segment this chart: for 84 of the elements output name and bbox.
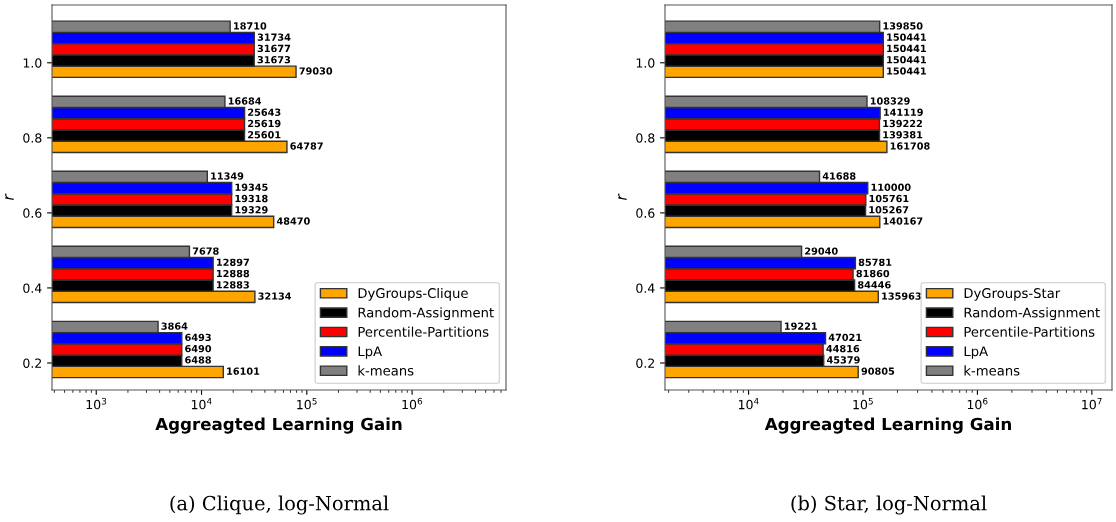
legend-label: LpA xyxy=(964,346,988,359)
data-label: 25643 xyxy=(248,108,281,116)
data-label: 150441 xyxy=(887,33,926,41)
data-label: 11349 xyxy=(211,172,244,180)
data-label: 12888 xyxy=(217,269,250,278)
y-tick-label: 0.2 xyxy=(23,358,42,368)
y-tick-label: 0.6 xyxy=(636,208,655,218)
data-label: 79030 xyxy=(299,67,333,75)
y-tick-label: 0.4 xyxy=(636,283,655,293)
legend-label: Percentile-Partitions xyxy=(964,326,1095,337)
data-label: 6488 xyxy=(185,356,211,364)
data-label: 16684 xyxy=(228,97,262,105)
data-label: 31734 xyxy=(257,33,291,41)
data-label: 25619 xyxy=(248,119,281,128)
data-label: 19318 xyxy=(235,194,268,203)
data-label: 32134 xyxy=(258,292,292,300)
data-label: 41688 xyxy=(822,172,856,180)
data-label: 64787 xyxy=(290,142,323,150)
data-label: 16101 xyxy=(227,367,260,375)
data-label: 110000 xyxy=(871,183,911,191)
text: (b) Star, log-Normal xyxy=(791,495,987,515)
data-label: 150441 xyxy=(887,44,926,53)
text: (a) Clique, log-Normal xyxy=(170,495,389,515)
x-axis-title: Aggreagted Learning Gain xyxy=(155,417,402,434)
data-label: 140167 xyxy=(883,217,923,225)
y-tick-label: 0.2 xyxy=(636,358,655,368)
data-label: 12897 xyxy=(217,258,249,266)
data-label: 44816 xyxy=(826,344,860,353)
data-label: 29040 xyxy=(805,247,838,255)
x-tick-label: 10$^{3}$ xyxy=(86,397,107,410)
data-label: 139850 xyxy=(883,22,923,30)
x-tick-label: 10$^{4}$ xyxy=(191,397,212,410)
data-label: 19329 xyxy=(235,206,268,214)
legend-label: k-means xyxy=(358,365,414,376)
data-label: 45379 xyxy=(826,356,860,364)
data-label: 25601 xyxy=(248,131,281,139)
x-tick-label: 10$^{7}$ xyxy=(1082,397,1102,410)
data-label: 90805 xyxy=(861,367,895,375)
data-label: 139381 xyxy=(883,131,923,139)
data-label: 139222 xyxy=(883,119,922,128)
x-tick-label: 10$^{6}$ xyxy=(402,397,423,410)
data-label: 150441 xyxy=(887,56,926,64)
data-label: 141119 xyxy=(884,108,923,116)
y-tick-label: 0.6 xyxy=(23,208,42,218)
data-label: 19345 xyxy=(235,183,268,191)
data-label: 84446 xyxy=(857,281,891,289)
data-label: 6490 xyxy=(185,344,212,353)
y-tick-label: 0.4 xyxy=(23,283,42,293)
legend-label: Random-Assignment xyxy=(358,307,494,321)
y-tick-label: 1.0 xyxy=(636,58,655,68)
data-label: 48470 xyxy=(276,217,310,225)
legend-label: DyGroups-Star xyxy=(964,288,1061,301)
data-label: 31673 xyxy=(257,56,291,64)
data-label: 81860 xyxy=(856,269,890,278)
data-label: 7678 xyxy=(192,247,219,255)
legend-label: Random-Assignment xyxy=(964,307,1100,321)
data-label: 150441 xyxy=(887,67,926,75)
x-tick-label: 10$^{5}$ xyxy=(853,397,873,410)
data-label: 108329 xyxy=(870,97,910,105)
data-label: 161708 xyxy=(890,142,930,150)
data-label: 135963 xyxy=(882,292,921,300)
x-tick-label: 10$^{5}$ xyxy=(297,397,317,410)
x-axis-title: Aggreagted Learning Gain xyxy=(764,417,1011,434)
data-label: 19221 xyxy=(784,322,817,330)
data-label: 105267 xyxy=(869,206,909,214)
y-axis-title: r xyxy=(5,193,14,201)
data-label: 47021 xyxy=(828,333,862,342)
x-tick-label: 10$^{4}$ xyxy=(738,397,759,410)
data-label: 105761 xyxy=(869,194,909,203)
y-axis-title: r xyxy=(618,193,627,201)
y-tick-label: 0.8 xyxy=(636,133,655,143)
legend-label: LpA xyxy=(358,346,382,359)
legend-label: DyGroups-Clique xyxy=(358,287,468,301)
data-label: 12883 xyxy=(216,281,249,289)
y-tick-label: 0.8 xyxy=(23,133,42,143)
data-label: 85781 xyxy=(858,258,892,266)
legend-label: k-means xyxy=(964,365,1020,376)
legend-label: Percentile-Partitions xyxy=(358,326,489,337)
x-tick-label: 10$^{6}$ xyxy=(967,397,988,410)
y-tick-label: 1.0 xyxy=(23,58,42,68)
data-label: 18710 xyxy=(234,22,267,30)
data-label: 3864 xyxy=(161,322,188,330)
data-label: 31677 xyxy=(257,44,291,53)
data-label: 6493 xyxy=(185,333,211,342)
